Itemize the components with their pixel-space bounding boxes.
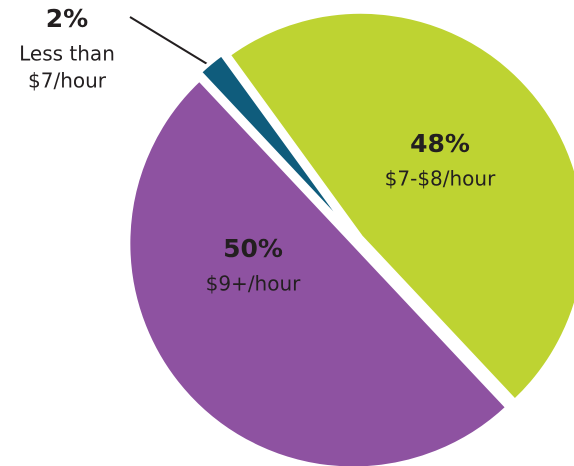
category-label: $7-$8/hour xyxy=(385,167,496,191)
pie-slice xyxy=(225,9,574,404)
value-label: 48% xyxy=(410,129,470,158)
value-label: 50% xyxy=(223,234,283,263)
pie-slice xyxy=(126,76,511,466)
category-label: Less than xyxy=(19,42,115,66)
category-label: $9+/hour xyxy=(206,272,302,296)
category-label: $7/hour xyxy=(28,69,107,93)
pie-slice xyxy=(196,51,356,238)
value-label: 2% xyxy=(46,4,88,33)
